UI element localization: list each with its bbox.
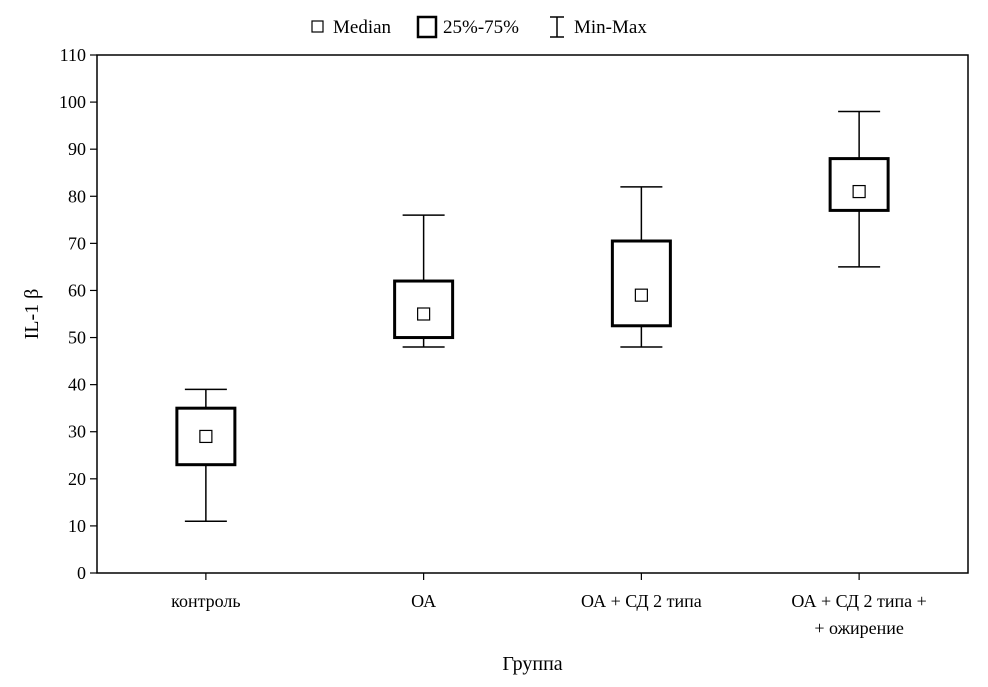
y-tick-label: 90 — [68, 139, 86, 159]
box-item — [828, 110, 890, 268]
y-tick-label: 100 — [59, 92, 86, 112]
median-marker — [417, 307, 431, 321]
box-item — [610, 186, 672, 348]
legend-whisker-label: Min-Max — [574, 17, 647, 38]
box-series — [175, 110, 890, 522]
box-item — [175, 388, 237, 522]
y-tick-label: 80 — [68, 186, 86, 206]
x-axis: контроль ОА ОА + СД 2 типа ОА + СД 2 типа +… — [171, 573, 927, 638]
y-tick-label: 10 — [68, 516, 86, 536]
legend-box-symbol — [416, 15, 438, 39]
y-tick-label: 110 — [60, 45, 86, 65]
iqr-box — [828, 157, 890, 212]
median-marker — [634, 288, 648, 302]
legend: Median 25%-75% Min-Max — [311, 15, 647, 39]
y-axis: 0 10 20 30 40 50 60 70 80 90 100 110 — [59, 45, 97, 583]
y-tick-label: 50 — [68, 328, 86, 348]
box-item — [393, 214, 455, 348]
y-tick-label: 0 — [77, 563, 86, 583]
legend-median-label: Median — [333, 17, 392, 38]
y-tick-label: 40 — [68, 375, 86, 395]
y-tick-label: 30 — [68, 422, 86, 442]
legend-median-symbol — [311, 20, 324, 33]
x-tick-label: контроль — [171, 591, 241, 611]
x-tick-label: ОА + СД 2 типа — [581, 591, 702, 611]
x-tick-label: ОА + СД 2 типа + — [791, 591, 926, 611]
x-tick-label: ОА — [411, 591, 436, 611]
x-tick-label: + ожирение — [814, 618, 904, 638]
y-tick-label: 20 — [68, 469, 86, 489]
median-marker — [199, 429, 213, 444]
plot-frame — [96, 54, 969, 574]
y-tick-label: 70 — [68, 233, 86, 253]
y-tick-label: 60 — [68, 280, 86, 300]
iqr-box — [610, 239, 672, 328]
y-axis-title: IL-1 β — [21, 289, 43, 340]
median-marker — [852, 184, 866, 199]
x-axis-title: Группа — [502, 653, 562, 675]
legend-box-label: 25%-75% — [443, 17, 519, 38]
